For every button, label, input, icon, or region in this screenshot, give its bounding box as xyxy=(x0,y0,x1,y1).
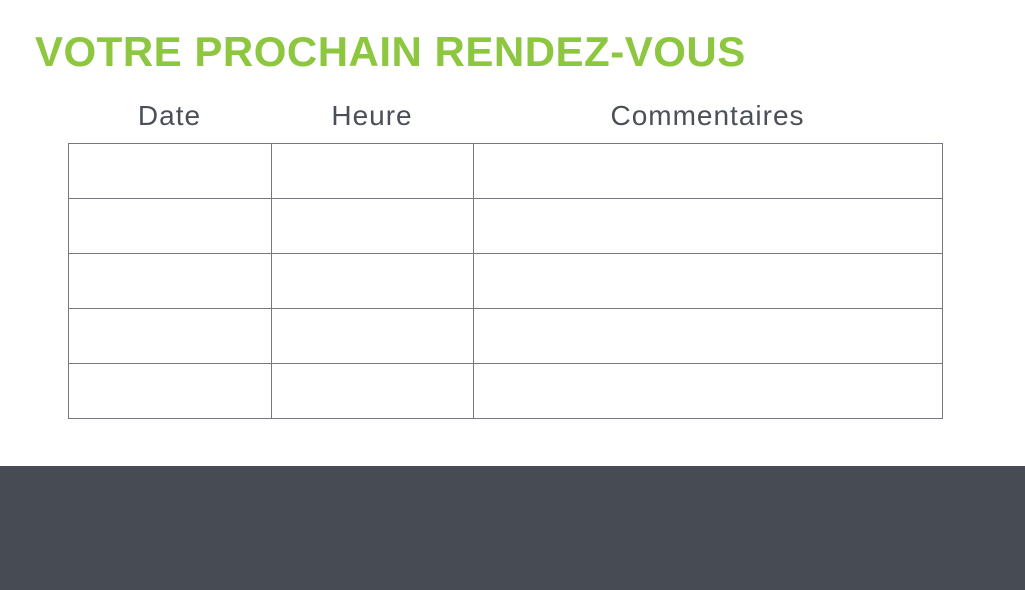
table-cell xyxy=(68,143,272,199)
table-row xyxy=(68,143,943,199)
column-header-commentaires: Commentaires xyxy=(610,100,805,131)
table-cell xyxy=(271,363,474,419)
table-row xyxy=(68,253,943,309)
table-row xyxy=(68,198,943,254)
table-cell xyxy=(271,308,474,364)
column-header-date: Date xyxy=(137,100,202,131)
appointments-table xyxy=(68,143,943,419)
table-cell xyxy=(271,198,474,254)
table-cell xyxy=(473,308,943,364)
table-cell xyxy=(473,253,943,309)
table-cell xyxy=(473,143,943,199)
table-cell xyxy=(68,253,272,309)
page-title: VOTRE PROCHAIN RENDEZ-VOUS xyxy=(35,28,746,75)
footer-bar xyxy=(0,466,1025,590)
table-cell xyxy=(68,363,272,419)
column-header-heure: Heure xyxy=(331,100,413,131)
table-row xyxy=(68,308,943,364)
table-cell xyxy=(68,308,272,364)
table-row xyxy=(68,363,943,419)
table-cell xyxy=(271,253,474,309)
table-cell xyxy=(473,363,943,419)
table-cell xyxy=(473,198,943,254)
table-cell xyxy=(271,143,474,199)
table-column-headers: Date Heure Commentaires xyxy=(68,100,942,132)
appointments-table-body xyxy=(68,143,943,419)
table-cell xyxy=(68,198,272,254)
